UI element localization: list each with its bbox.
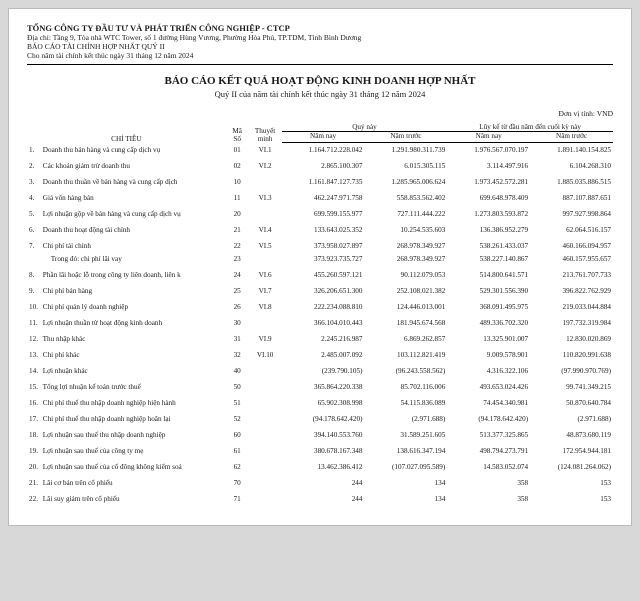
report-period: Cho năm tài chính kết thúc ngày 31 tháng…	[27, 51, 613, 60]
col-chitieu: CHỈ TIÊU	[27, 120, 226, 143]
table-row: 16. Chi phí thuế thu nhập doanh nghiệp h…	[27, 396, 613, 409]
table-row: 17. Chi phí thuế thu nhập doanh nghiệp h…	[27, 412, 613, 425]
table-row: 5. Lợi nhuận gộp về bán hàng và cung cấp…	[27, 207, 613, 220]
table-row: 15. Tổng lợi nhuận kế toán trước thuế503…	[27, 380, 613, 393]
table-row: 8. Phần lãi hoặc lỗ trong công ty liên d…	[27, 268, 613, 281]
table-row: 11. Lợi nhuận thuần từ hoạt động kinh do…	[27, 316, 613, 329]
table-row: 2. Các khoản giảm trừ doanh thu02VI.22.8…	[27, 159, 613, 172]
col-quynay-group: Quý này	[282, 120, 448, 131]
table-row: 9. Chi phí bán hàng25VI.7326.206.651.300…	[27, 284, 613, 297]
table-row: 1. Doanh thu bán hàng và cung cấp dịch v…	[27, 143, 613, 157]
col-luyke-group: Lũy kế từ đầu năm đến cuối kỳ này	[447, 120, 613, 131]
header-divider	[27, 64, 613, 65]
table-row: Trong đó: chi phí lãi vay23373.923.735.7…	[27, 252, 613, 265]
col-namtruoc-q: Năm trước	[364, 131, 447, 143]
table-row: 21. Lãi cơ bản trên cổ phiếu702441343581…	[27, 476, 613, 489]
col-maso: Mã Số	[226, 120, 249, 143]
table-row: 18. Lợi nhuận sau thuế thu nhập doanh ng…	[27, 428, 613, 441]
table-row: 7. Chi phí tài chính22VI.5373.958.027.89…	[27, 239, 613, 252]
table-row: 6. Doanh thu hoạt động tài chính21VI.413…	[27, 223, 613, 236]
income-statement-table: CHỈ TIÊU Mã Số Thuyết minh Quý này Lũy k…	[27, 120, 613, 505]
report-title: BÁO CÁO KẾT QUẢ HOẠT ĐỘNG KINH DOANH HỢP…	[27, 75, 613, 87]
unit-label: Đơn vị tính: VND	[27, 109, 613, 118]
col-namnay-q: Năm nay	[282, 131, 365, 143]
table-row: 3. Doanh thu thuần về bán hàng và cung c…	[27, 175, 613, 188]
col-thuyetminh: Thuyết minh	[249, 120, 282, 143]
company-address: Địa chỉ: Tầng 9, Tòa nhà WTC Tower, số 1…	[27, 33, 613, 42]
table-row: 4. Giá vốn hàng bán11VI.3462.247.971.758…	[27, 191, 613, 204]
table-row: 13. Chi phí khác32VI.102.485.007.092103.…	[27, 348, 613, 361]
report-name: BÁO CÁO TÀI CHÍNH HỢP NHẤT QUÝ II	[27, 42, 613, 51]
table-row: 10. Chi phí quản lý doanh nghiệp26VI.822…	[27, 300, 613, 313]
report-subtitle: Quý II của năm tài chính kết thúc ngày 3…	[27, 89, 613, 99]
table-row: 19. Lợi nhuận sau thuế của công ty mẹ613…	[27, 444, 613, 457]
col-namnay-l: Năm nay	[447, 131, 530, 143]
table-row: 22. Lãi suy giảm trên cổ phiếu7124413435…	[27, 492, 613, 505]
table-row: 14. Lợi nhuận khác40(239.790.105)(96.243…	[27, 364, 613, 377]
company-name: TỔNG CÔNG TY ĐẦU TƯ VÀ PHÁT TRIỂN CÔNG N…	[27, 23, 613, 33]
table-row: 20. Lợi nhuận sau thuế của cổ đông không…	[27, 460, 613, 473]
report-page: TỔNG CÔNG TY ĐẦU TƯ VÀ PHÁT TRIỂN CÔNG N…	[8, 8, 632, 526]
col-namtruoc-l: Năm trước	[530, 131, 613, 143]
table-row: 12. Thu nhập khác31VI.92.245.216.9876.86…	[27, 332, 613, 345]
